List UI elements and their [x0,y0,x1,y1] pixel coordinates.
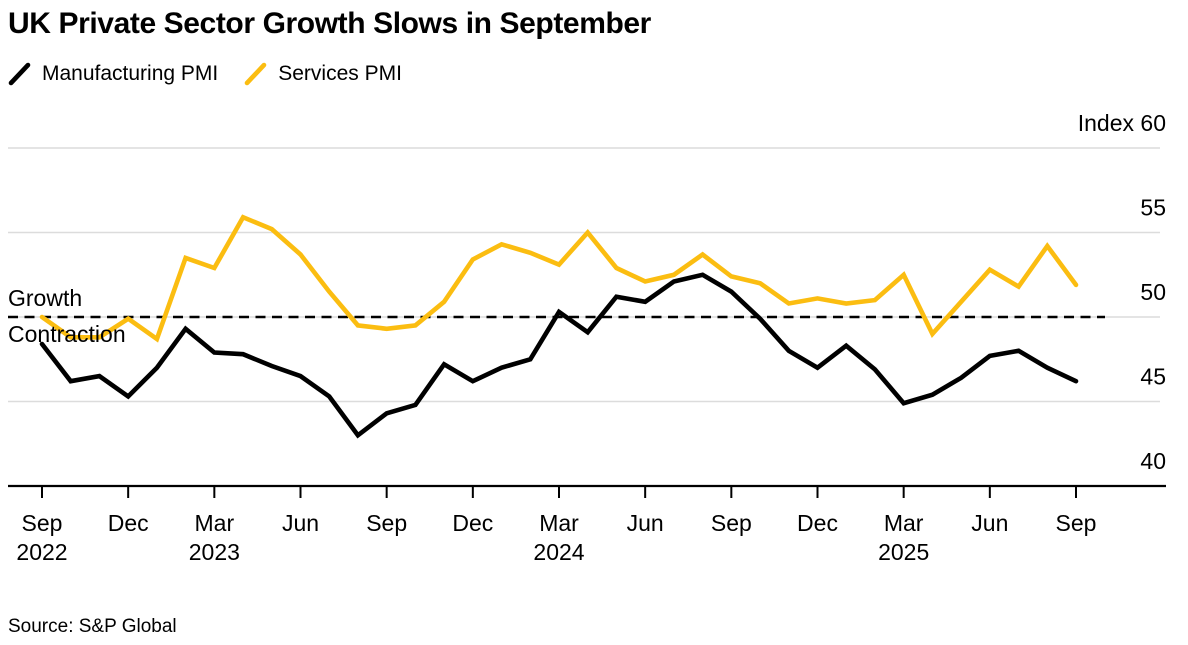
x-tick-label: Mar [195,510,235,536]
source-credit: Source: S&P Global [8,616,177,637]
y-axis-label: 45 [1140,364,1166,390]
legend-label-services: Services PMI [278,62,402,85]
x-tick-label: Sep [1056,510,1097,536]
y-axis-label: Index 60 [1078,110,1166,136]
legend-label-manufacturing: Manufacturing PMI [42,62,219,85]
services-slash-icon [244,62,267,86]
x-tick-label: Dec [797,510,838,536]
services-pmi-line [39,214,1079,343]
legend-item-services: Services PMI [244,62,402,86]
y-axis-label: 55 [1140,195,1166,221]
x-tick-label: Jun [971,510,1008,536]
manufacturing-slash-stroke [8,62,31,86]
services-slash-stroke [244,62,267,86]
x-tick-label: Dec [108,510,149,536]
x-tick-year-label: 2024 [533,539,584,565]
contraction-annotation: Contraction [8,321,126,347]
chart-legend: Manufacturing PMI Services PMI [8,62,402,86]
x-tick-label: Mar [539,510,579,536]
x-tick-label: Jun [282,510,319,536]
y-axis-label: 50 [1140,279,1166,305]
manufacturing-slash-icon [8,62,31,86]
x-tick-year-label: 2025 [878,539,929,565]
manufacturing-pmi-line [39,272,1079,439]
y-axis-label: 40 [1140,448,1166,474]
x-tick-label: Jun [627,510,664,536]
x-tick-label: Dec [452,510,493,536]
x-tick-label: Sep [711,510,752,536]
growth-annotation: Growth [8,285,83,311]
x-tick-label: Sep [366,510,407,536]
legend-item-manufacturing: Manufacturing PMI [8,62,218,86]
x-tick-label: Mar [884,510,924,536]
chart-title: UK Private Sector Growth Slows in Septem… [8,7,651,40]
x-tick-year-label: 2023 [189,539,240,565]
x-tick-label: Sep [22,510,63,536]
x-tick-year-label: 2022 [16,539,67,565]
